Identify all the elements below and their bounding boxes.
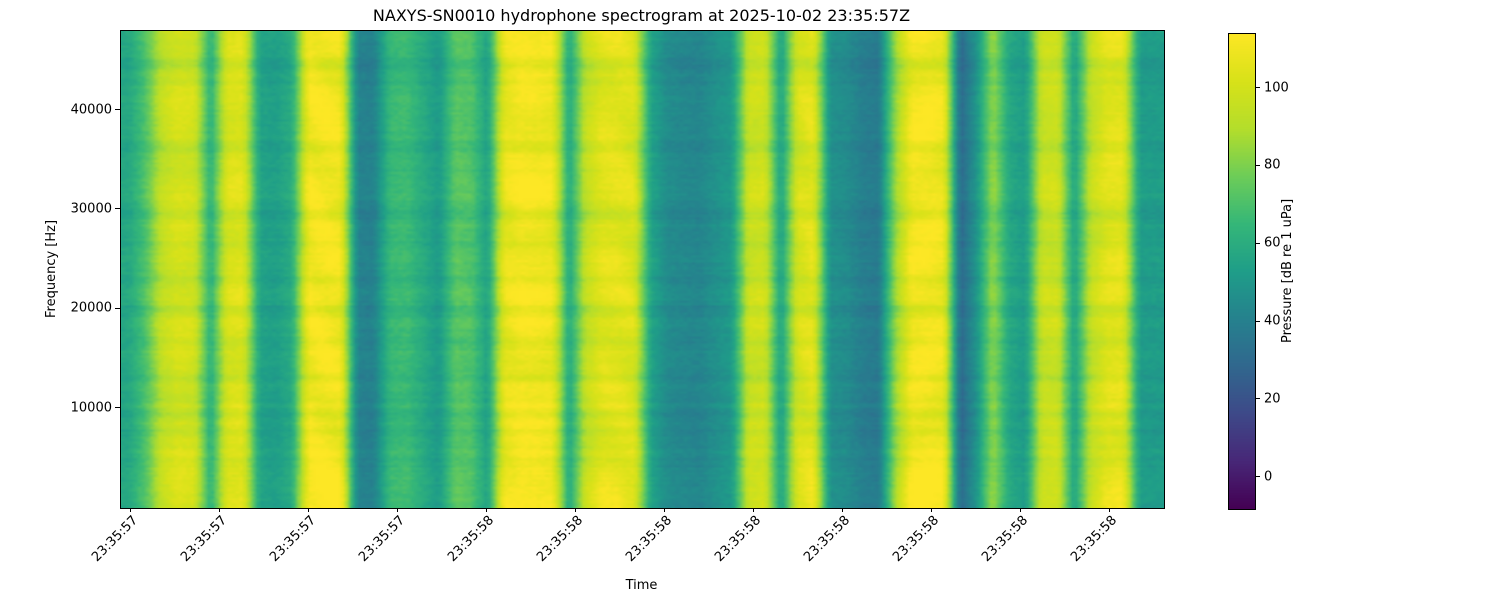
x-tick-mark <box>1108 508 1110 512</box>
colorbar-tick-mark <box>1256 320 1260 322</box>
x-tick-label: 23:35:58 <box>800 513 853 565</box>
x-tick-label: 23:35:57 <box>266 513 319 565</box>
colorbar-tick-label: 100 <box>1264 80 1289 95</box>
x-tick-mark <box>130 508 131 512</box>
x-tick-label: 23:35:58 <box>444 513 497 565</box>
y-tick-mark <box>115 407 120 409</box>
x-tick-label: 23:35:58 <box>889 513 942 565</box>
colorbar-tick-mark <box>1256 164 1260 166</box>
x-tick-mark <box>307 508 309 512</box>
x-tick-mark <box>397 508 399 512</box>
x-tick-mark <box>841 508 843 512</box>
y-tick-label: 30000 <box>70 201 112 217</box>
x-tick-mark <box>574 508 576 512</box>
colorbar <box>1228 33 1256 510</box>
spectrogram-heatmap <box>121 31 1164 508</box>
x-axis-tick-labels: 23:35:57 23:35:57 23:35:57 23:35:57 23:35:58… <box>89 513 1163 583</box>
x-tick-label: 23:35:57 <box>355 513 408 565</box>
colorbar-gradient <box>1229 34 1255 509</box>
y-tick-mark <box>115 307 120 309</box>
x-tick-label: 23:35:58 <box>622 513 675 565</box>
x-tick-mark <box>218 508 220 512</box>
x-tick-mark <box>664 508 666 512</box>
x-axis-label: Time <box>625 578 658 593</box>
y-tick-label: 10000 <box>70 400 112 416</box>
y-tick-label: 40000 <box>70 102 112 117</box>
y-tick-mark <box>115 208 120 210</box>
y-tick-mark <box>115 109 120 110</box>
x-tick-label: 23:35:57 <box>88 513 141 565</box>
plot-area <box>120 30 1165 509</box>
x-tick-mark <box>931 508 933 512</box>
colorbar-tick-mark <box>1256 476 1260 478</box>
colorbar-tick-label: 80 <box>1264 157 1281 173</box>
colorbar-label: Pressure [dB re 1 uPa] <box>1280 198 1295 343</box>
x-tick-label: 23:35:57 <box>177 513 230 565</box>
colorbar-tick-mark <box>1256 242 1260 244</box>
x-tick-mark <box>485 508 487 512</box>
colorbar-tick-label: 60 <box>1264 235 1281 251</box>
colorbar-tick-mark <box>1256 87 1260 88</box>
chart-title: NAXYS-SN0010 hydrophone spectrogram at 2… <box>372 6 911 25</box>
y-tick-label: 20000 <box>70 300 112 316</box>
x-tick-label: 23:35:58 <box>978 513 1031 565</box>
colorbar-tick-mark <box>1256 398 1260 400</box>
colorbar-tick-label: 20 <box>1264 391 1281 407</box>
colorbar-tick-label: 0 <box>1264 469 1273 485</box>
x-tick-label: 23:35:58 <box>711 513 764 565</box>
x-tick-mark <box>1020 508 1021 512</box>
x-tick-label: 23:35:58 <box>533 513 586 565</box>
x-tick-mark <box>752 508 754 512</box>
colorbar-tick-label: 40 <box>1264 313 1281 329</box>
x-tick-label: 23:35:58 <box>1067 513 1120 565</box>
